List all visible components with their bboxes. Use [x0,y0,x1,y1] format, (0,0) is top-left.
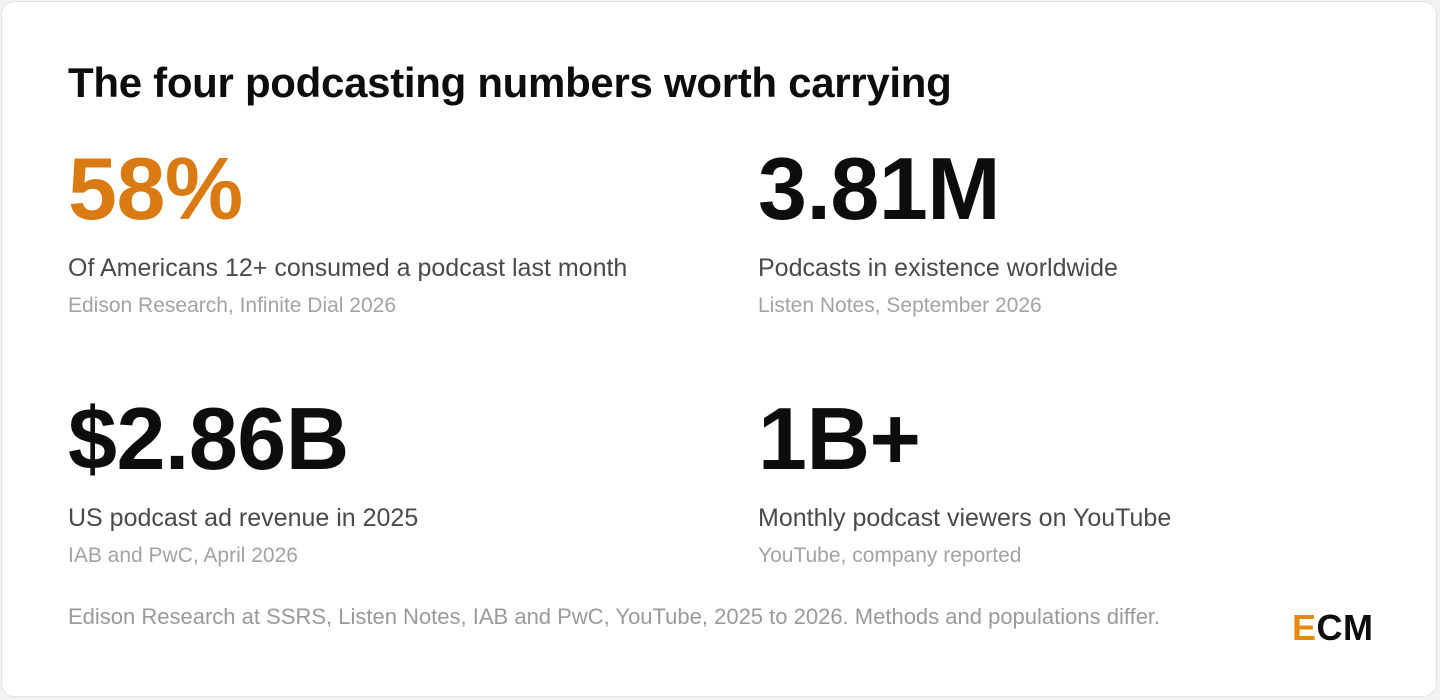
logo-letters-cm: CM [1316,607,1374,648]
stat-value: 1B+ [758,389,921,488]
stat-youtube-viewers: 1B+ Monthly podcast viewers on YouTube Y… [758,389,1318,571]
stat-source: Listen Notes, September 2026 [758,293,1042,317]
stat-americans-consumed: 58% Of Americans 12+ consumed a podcast … [68,139,628,321]
ecm-logo: ECM [1292,610,1374,646]
card-title: The four podcasting numbers worth carryi… [68,59,952,106]
stat-source: YouTube, company reported [758,543,1022,567]
stat-description: Monthly podcast viewers on YouTube [758,503,1172,532]
stat-ad-revenue: $2.86B US podcast ad revenue in 2025 IAB… [68,389,628,571]
stat-description: US podcast ad revenue in 2025 [68,503,419,532]
logo-letter-e: E [1292,607,1317,648]
stat-description: Podcasts in existence worldwide [758,253,1118,282]
stat-value: 58% [68,139,243,238]
footnote: Edison Research at SSRS, Listen Notes, I… [68,604,1161,629]
stat-value: $2.86B [68,389,349,488]
stat-source: IAB and PwC, April 2026 [68,543,298,567]
stat-value: 3.81M [758,139,1001,238]
stat-source: Edison Research, Infinite Dial 2026 [68,293,397,317]
stat-podcasts-worldwide: 3.81M Podcasts in existence worldwide Li… [758,139,1318,321]
stat-description: Of Americans 12+ consumed a podcast last… [68,253,628,282]
